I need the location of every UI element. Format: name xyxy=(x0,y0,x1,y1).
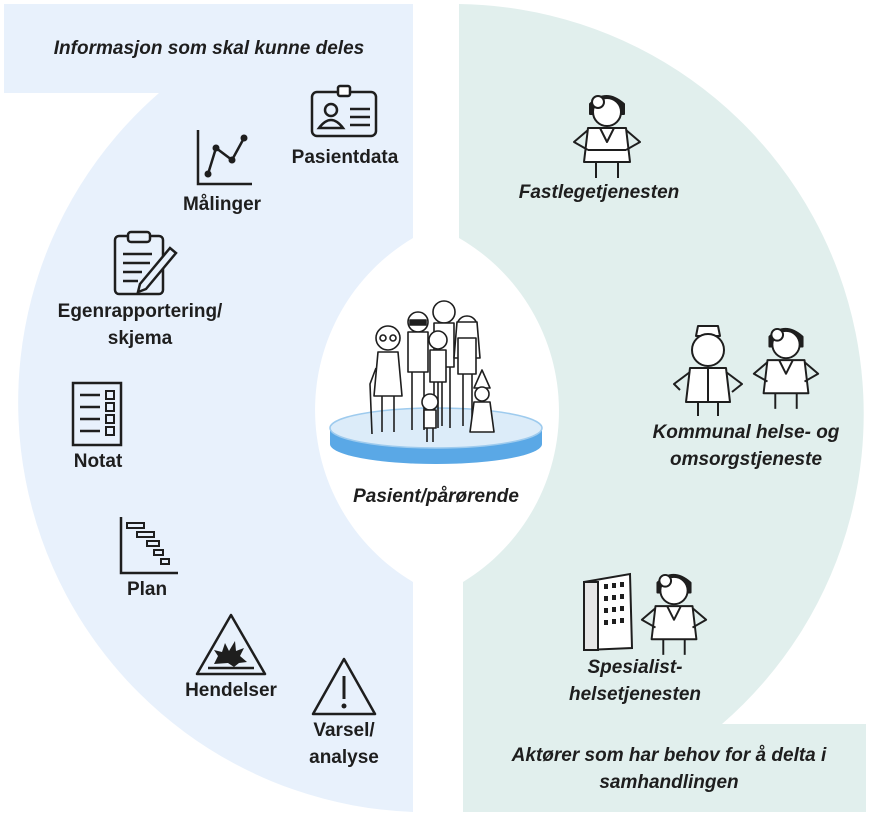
notat-label: Notat xyxy=(73,451,123,472)
center-label: Pasient/pårørende xyxy=(353,486,519,507)
id-card-icon xyxy=(310,84,378,138)
line-chart-icon xyxy=(196,130,252,186)
right-footer-line-1: Aktører som har behov for å delta i xyxy=(511,745,827,766)
explosion-warning-icon xyxy=(195,613,267,676)
hendelser-label: Hendelser xyxy=(185,680,277,701)
hospital-building-icon xyxy=(582,572,634,652)
kommunal-label: Kommunal helse- og omsorgstjeneste xyxy=(630,419,862,473)
kommunal-line-2: omsorgstjeneste xyxy=(669,449,823,470)
varsel-line-2: analyse xyxy=(309,747,379,768)
kommunal-line-1: Kommunal helse- og xyxy=(652,422,840,443)
varsel-line-1: Varsel/ xyxy=(313,720,375,741)
fastlege-label: Fastlegetjenesten xyxy=(518,182,680,203)
left-panel xyxy=(4,4,413,812)
gantt-chart-icon xyxy=(119,517,178,575)
varsel-label: Varsel/ analyse xyxy=(286,717,402,771)
left-header: Informasjon som skal kunne deles xyxy=(53,38,365,59)
spesialist-line-1: Spesialist- xyxy=(587,657,683,678)
doctor-icon xyxy=(640,573,708,655)
doctor-icon xyxy=(752,327,820,409)
egenrapportering-line-2: skjema xyxy=(107,328,173,349)
right-footer-line-2: samhandlingen xyxy=(599,772,739,793)
malinger-label: Målinger xyxy=(182,194,262,215)
patient-group-icon xyxy=(329,300,543,464)
egenrapportering-line-1: Egenrapportering/ xyxy=(57,301,223,322)
plan-label: Plan xyxy=(126,579,168,600)
clipboard-pencil-icon xyxy=(113,230,178,296)
warning-triangle-icon xyxy=(311,657,377,716)
egenrapportering-label: Egenrapportering/ skjema xyxy=(40,298,240,352)
nurse-icon xyxy=(673,325,743,416)
spesialist-label: Spesialist- helsetjenesten xyxy=(530,654,740,708)
right-panel xyxy=(459,4,866,812)
doctor-icon xyxy=(573,95,641,178)
checklist-icon xyxy=(71,381,123,447)
spesialist-line-2: helsetjenesten xyxy=(569,684,701,705)
right-footer: Aktører som har behov for å delta i samh… xyxy=(474,742,864,796)
pasientdata-label: Pasientdata xyxy=(291,147,399,168)
